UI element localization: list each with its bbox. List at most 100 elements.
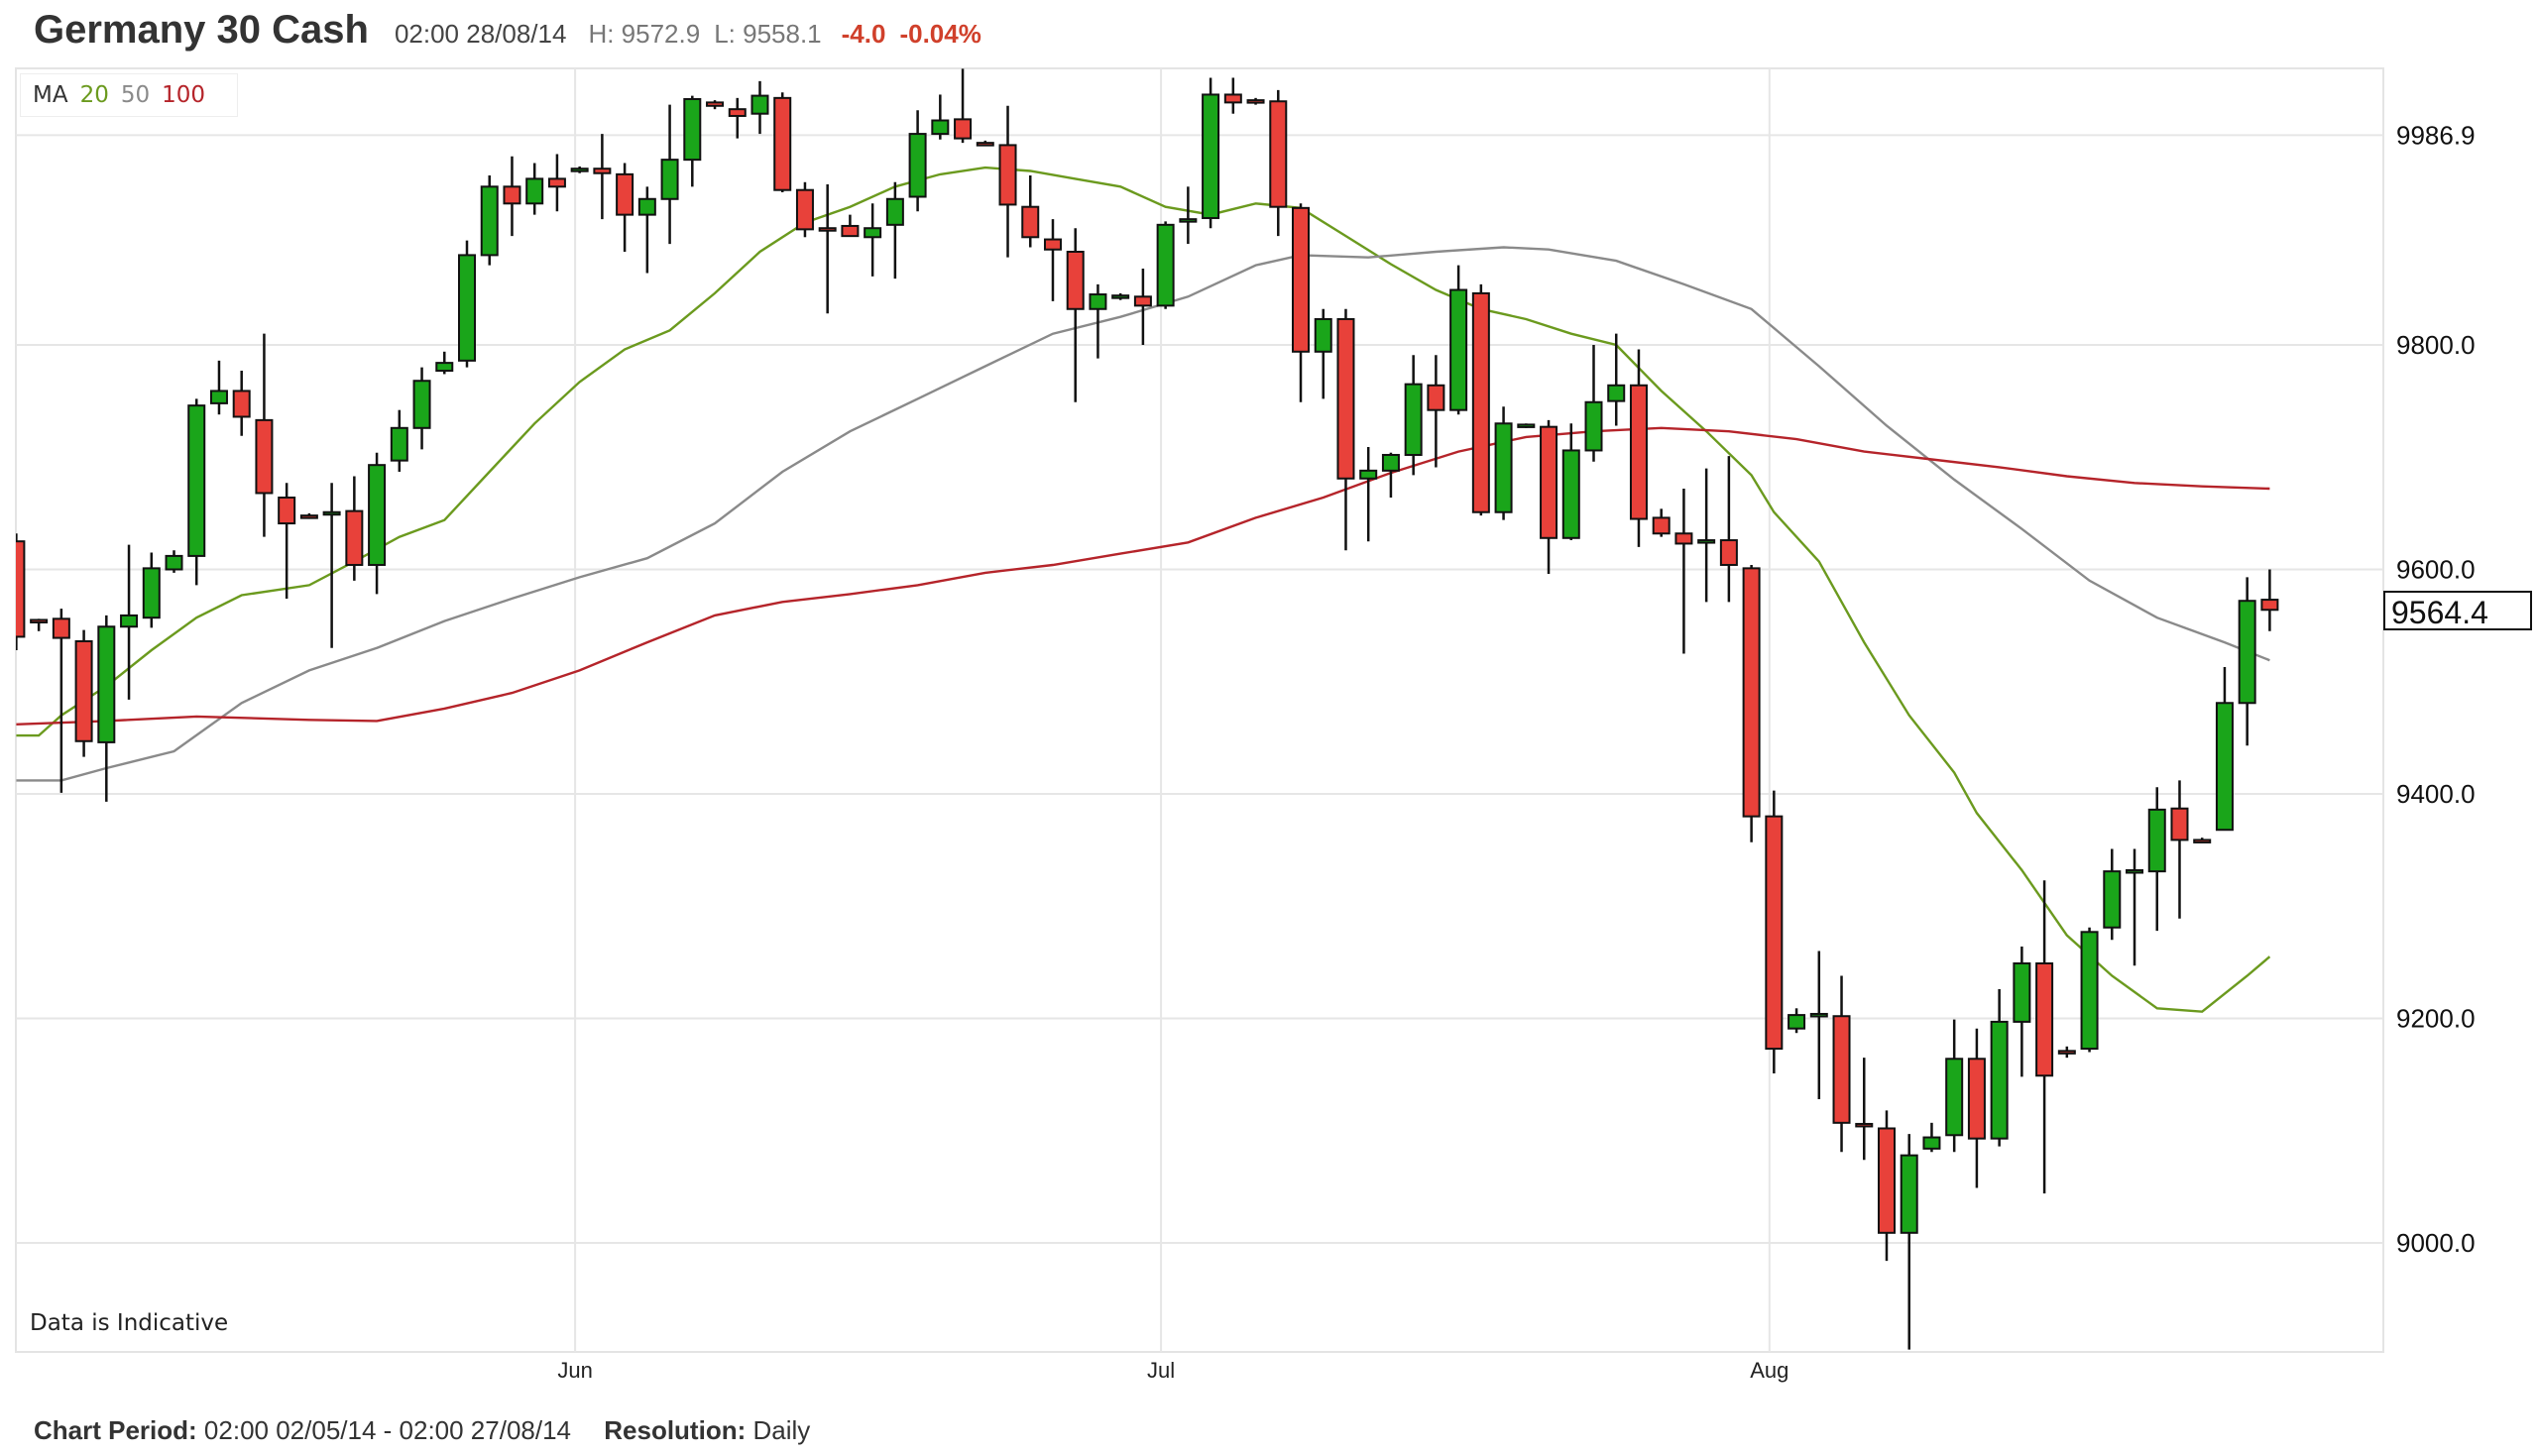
candle-body <box>187 404 206 557</box>
candle-body <box>1900 1154 1918 1234</box>
candle-up <box>1156 221 1175 309</box>
legend-ma100[interactable]: 100 <box>162 82 206 108</box>
candle-down <box>1066 228 1085 402</box>
candle-body <box>1877 1127 1896 1234</box>
candle-body <box>1697 539 1716 544</box>
candle-body <box>2215 702 2234 832</box>
candle-body <box>1427 384 1445 411</box>
candle-up <box>142 552 161 628</box>
resolution-label: Resolution: <box>604 1415 747 1445</box>
candle-up <box>1900 1134 1918 1350</box>
candle-up <box>908 110 927 212</box>
candle-body <box>2260 599 2279 612</box>
candle-body <box>1179 218 1198 223</box>
candle-up <box>2147 787 2166 932</box>
y-tick-label: 9800.0 <box>2396 330 2476 360</box>
candle-down <box>1855 1058 1874 1161</box>
candle-down <box>74 629 93 757</box>
candle-down <box>1719 456 1738 603</box>
candle-up <box>1449 265 1468 415</box>
legend-ma20[interactable]: 20 <box>79 82 109 108</box>
candle-down <box>1336 308 1355 551</box>
candle-body <box>683 97 702 162</box>
candle-up <box>322 483 341 648</box>
candle-up <box>1381 452 1400 499</box>
candle-body <box>706 101 725 107</box>
candle-down <box>1292 203 1311 402</box>
candle-down <box>232 371 251 436</box>
y-tick-label: 9600.0 <box>2396 555 2476 585</box>
candle-body <box>1719 539 1738 566</box>
candle-body <box>931 119 950 136</box>
candle-body <box>908 133 927 198</box>
candle-down <box>2193 838 2212 843</box>
candle-body <box>2013 962 2031 1023</box>
candle-body <box>1471 291 1490 513</box>
candle-down <box>1223 77 1242 114</box>
candle-up <box>390 409 408 472</box>
candle-body <box>1809 1012 1828 1018</box>
candle-up <box>1809 951 1828 1100</box>
candle-up <box>435 351 454 375</box>
candle-up <box>1607 333 1626 426</box>
candle-up <box>2080 927 2099 1053</box>
candle-up <box>885 181 904 280</box>
candle-up <box>570 166 589 173</box>
candle-down <box>547 154 566 212</box>
candle-body <box>232 390 251 418</box>
candle-body <box>1292 206 1311 353</box>
candle-body <box>1990 1020 2009 1140</box>
candle-body <box>1855 1122 1874 1128</box>
period-label: Chart Period: <box>34 1415 197 1445</box>
candle-down <box>1967 1028 1986 1188</box>
candle-body <box>1922 1136 1941 1150</box>
candle-body <box>2170 807 2189 841</box>
chart-header: Germany 30 Cash 02:00 28/08/14 H: 9572.9… <box>34 8 995 63</box>
candle-body <box>30 618 49 623</box>
candle-up <box>683 95 702 187</box>
legend-ma50[interactable]: 50 <box>120 82 151 108</box>
candle-down <box>299 512 318 519</box>
candle-body <box>637 197 656 216</box>
candle-up <box>412 367 431 450</box>
x-tick-label: Aug <box>1750 1358 1788 1383</box>
candle-body <box>1314 317 1332 353</box>
candle-body <box>1043 238 1062 251</box>
candle-body <box>818 227 837 232</box>
instrument-title: Germany 30 Cash <box>34 8 369 52</box>
candle-body <box>2147 808 2166 873</box>
candle-body <box>885 197 904 226</box>
moving-average-legend: MA 20 50 100 <box>20 73 238 117</box>
candle-up <box>1179 186 1198 245</box>
candle-down <box>841 214 860 238</box>
candle-body <box>616 172 634 216</box>
high-value: H: 9572.9 <box>588 19 701 49</box>
candle-up <box>1561 423 1580 541</box>
candle-body <box>1111 294 1130 299</box>
candle-body <box>954 118 973 140</box>
candle-down <box>954 68 973 144</box>
candle-body <box>368 464 387 566</box>
candle-down <box>16 533 26 651</box>
candle-down <box>1765 790 1784 1073</box>
candle-down <box>795 181 814 238</box>
candle-up <box>525 163 544 215</box>
candle-down <box>1742 564 1761 842</box>
plot-area <box>15 67 2384 1353</box>
candle-body <box>976 142 994 147</box>
candle-body <box>1269 100 1288 208</box>
candle-body <box>120 614 139 628</box>
candle-up <box>1494 406 1513 520</box>
candle-down <box>1246 97 1265 105</box>
candle-up <box>864 203 882 277</box>
candle-up <box>931 94 950 140</box>
candle-body <box>2193 839 2212 843</box>
candle-up <box>1922 1122 1941 1153</box>
candle-body <box>1765 815 1784 1051</box>
candle-body <box>593 168 612 174</box>
candle-down <box>1652 508 1671 537</box>
candle-body <box>750 94 769 115</box>
candle-body <box>209 390 228 404</box>
moving-average-line-50 <box>16 246 2270 782</box>
plot-content <box>16 68 2279 1350</box>
